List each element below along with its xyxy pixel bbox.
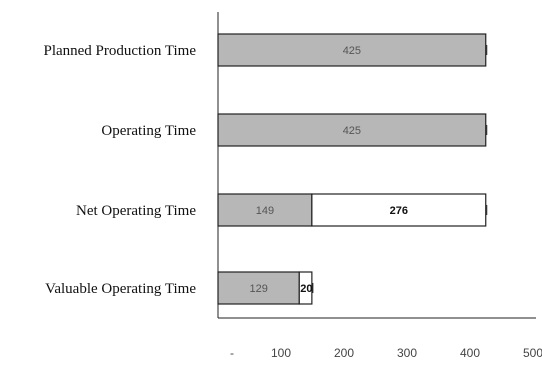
data-label-primary: 425 <box>343 45 361 57</box>
data-label-secondary: 20 <box>300 283 312 295</box>
bar-segment-primary <box>217 33 487 67</box>
bar-segment-primary <box>217 271 300 305</box>
x-tick-label: 400 <box>460 346 480 360</box>
x-tick-label: 300 <box>397 346 417 360</box>
x-tick-label: - <box>230 346 234 360</box>
category-label: Planned Production Time <box>43 43 196 59</box>
x-tick-label: 500 <box>523 346 542 360</box>
data-label-primary: 425 <box>343 125 361 137</box>
category-label: Operating Time <box>101 123 196 139</box>
data-label-primary: 149 <box>256 205 274 217</box>
plot-area: Planned Production Time Operating Time Net… <box>43 12 542 360</box>
bar-segment-primary <box>217 113 487 147</box>
bar-segment-secondary <box>298 271 313 305</box>
category-label: Valuable Operating Time <box>45 281 196 297</box>
data-label-secondary: 276 <box>390 205 408 217</box>
category-label: Net Operating Time <box>76 203 196 219</box>
data-label-primary: 129 <box>249 283 267 295</box>
x-tick-label: 100 <box>271 346 291 360</box>
x-tick-label: 200 <box>334 346 354 360</box>
bar-segment-primary <box>217 193 313 227</box>
bar-segment-secondary <box>311 193 487 227</box>
